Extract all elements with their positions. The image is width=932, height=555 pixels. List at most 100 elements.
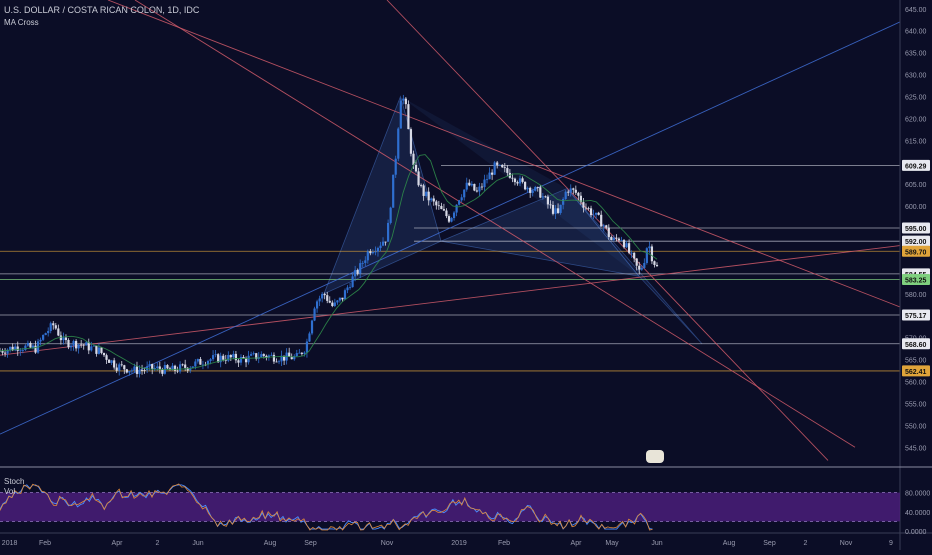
candle-body <box>95 345 98 354</box>
stoch-label[interactable]: Stoch <box>4 477 25 486</box>
x-tick-label: Feb <box>39 540 51 547</box>
candle-body <box>536 187 539 188</box>
candle-body <box>551 204 555 214</box>
y-tick-label: 615.00 <box>905 138 927 145</box>
candle-body <box>354 270 357 277</box>
candle-body <box>650 246 654 262</box>
candle-body <box>184 364 187 368</box>
candle-body <box>158 366 161 370</box>
candle-body <box>468 182 471 186</box>
candle-body <box>171 365 174 371</box>
candle-body <box>435 201 438 206</box>
candle-body <box>460 197 463 201</box>
candle-body <box>595 212 598 215</box>
candle-body <box>272 354 276 362</box>
price-label-box <box>902 235 930 247</box>
candle-body <box>206 360 210 365</box>
candle-body <box>260 354 263 358</box>
candle-body <box>539 187 542 198</box>
candle-body <box>21 350 24 351</box>
candle-body <box>612 237 615 241</box>
trend-line <box>134 0 856 448</box>
symbol-title[interactable]: U.S. DOLLAR / COSTA RICAN COLON, 1D, IDC <box>4 5 200 15</box>
candle-body <box>376 248 380 252</box>
candle-body <box>31 345 35 348</box>
candle-body <box>237 360 240 363</box>
candle-body <box>394 158 397 175</box>
candle-body <box>450 218 453 222</box>
candle-body <box>14 346 17 351</box>
stoch-band <box>0 492 900 522</box>
candle-body <box>336 300 339 303</box>
candle-body <box>374 251 377 253</box>
vol-label[interactable]: Vol <box>4 487 16 496</box>
candle-body <box>452 212 456 219</box>
candle-body <box>341 297 344 300</box>
candle-body <box>440 205 443 210</box>
candle-body <box>250 354 253 356</box>
candle-body <box>607 227 610 237</box>
x-tick-label: Apr <box>112 540 124 547</box>
candle-body <box>579 195 582 203</box>
candle-body <box>381 241 385 246</box>
stoch-tick-label: 0.0000 <box>905 529 927 536</box>
candle-body <box>75 341 78 349</box>
candle-body <box>592 214 595 216</box>
candle-body <box>364 260 367 263</box>
stoch-tick-label: 80.0000 <box>905 491 930 498</box>
candle-body <box>496 162 499 165</box>
candle-body <box>128 371 131 373</box>
candle-body <box>544 196 547 198</box>
candle-body <box>24 345 27 351</box>
candle-body <box>392 174 395 208</box>
candle-body <box>587 207 590 209</box>
candle-body <box>409 129 413 154</box>
candle-body <box>478 186 481 192</box>
candle-body <box>422 185 425 196</box>
study-label[interactable]: MA Cross <box>4 18 39 27</box>
candle-body <box>44 333 47 335</box>
candle-body <box>455 204 458 213</box>
candle-body <box>501 164 504 168</box>
candle-body <box>328 300 331 303</box>
candle-body <box>622 240 626 248</box>
price-label-box <box>902 338 930 350</box>
y-tick-label: 555.00 <box>905 401 927 408</box>
candle-body <box>348 287 352 288</box>
candle-body <box>80 344 83 346</box>
candle-body <box>425 191 428 196</box>
x-tick-label: 2018 <box>2 540 18 547</box>
candle-body <box>549 204 552 206</box>
candle-body <box>247 355 250 363</box>
candle-body <box>399 100 402 129</box>
candle-body <box>209 359 212 361</box>
candle-body <box>582 202 585 208</box>
candle-body <box>130 370 134 372</box>
pattern-acd <box>400 96 639 277</box>
candle-body <box>610 236 613 241</box>
candle-body <box>39 339 42 342</box>
x-tick-label: Jun <box>651 540 662 547</box>
candle-body <box>627 243 631 253</box>
candle-body <box>277 361 281 363</box>
candle-body <box>359 263 362 274</box>
candle-body <box>442 209 446 211</box>
candle-body <box>52 323 55 326</box>
candle-body <box>338 297 342 301</box>
candle-body <box>491 172 494 175</box>
candle-body <box>239 356 243 363</box>
x-tick-label: 2019 <box>451 540 467 547</box>
y-tick-label: 645.00 <box>905 7 927 14</box>
candle-body <box>105 355 108 360</box>
candle-body <box>67 340 70 348</box>
candle-body <box>351 276 354 288</box>
price-label: 575.17 <box>905 313 927 320</box>
candle-body <box>295 353 298 357</box>
candle-body <box>313 308 316 321</box>
candle-body <box>135 366 139 374</box>
candle-body <box>232 353 235 358</box>
candle-body <box>69 345 73 348</box>
candle-body <box>305 341 309 353</box>
candle-body <box>64 337 68 341</box>
